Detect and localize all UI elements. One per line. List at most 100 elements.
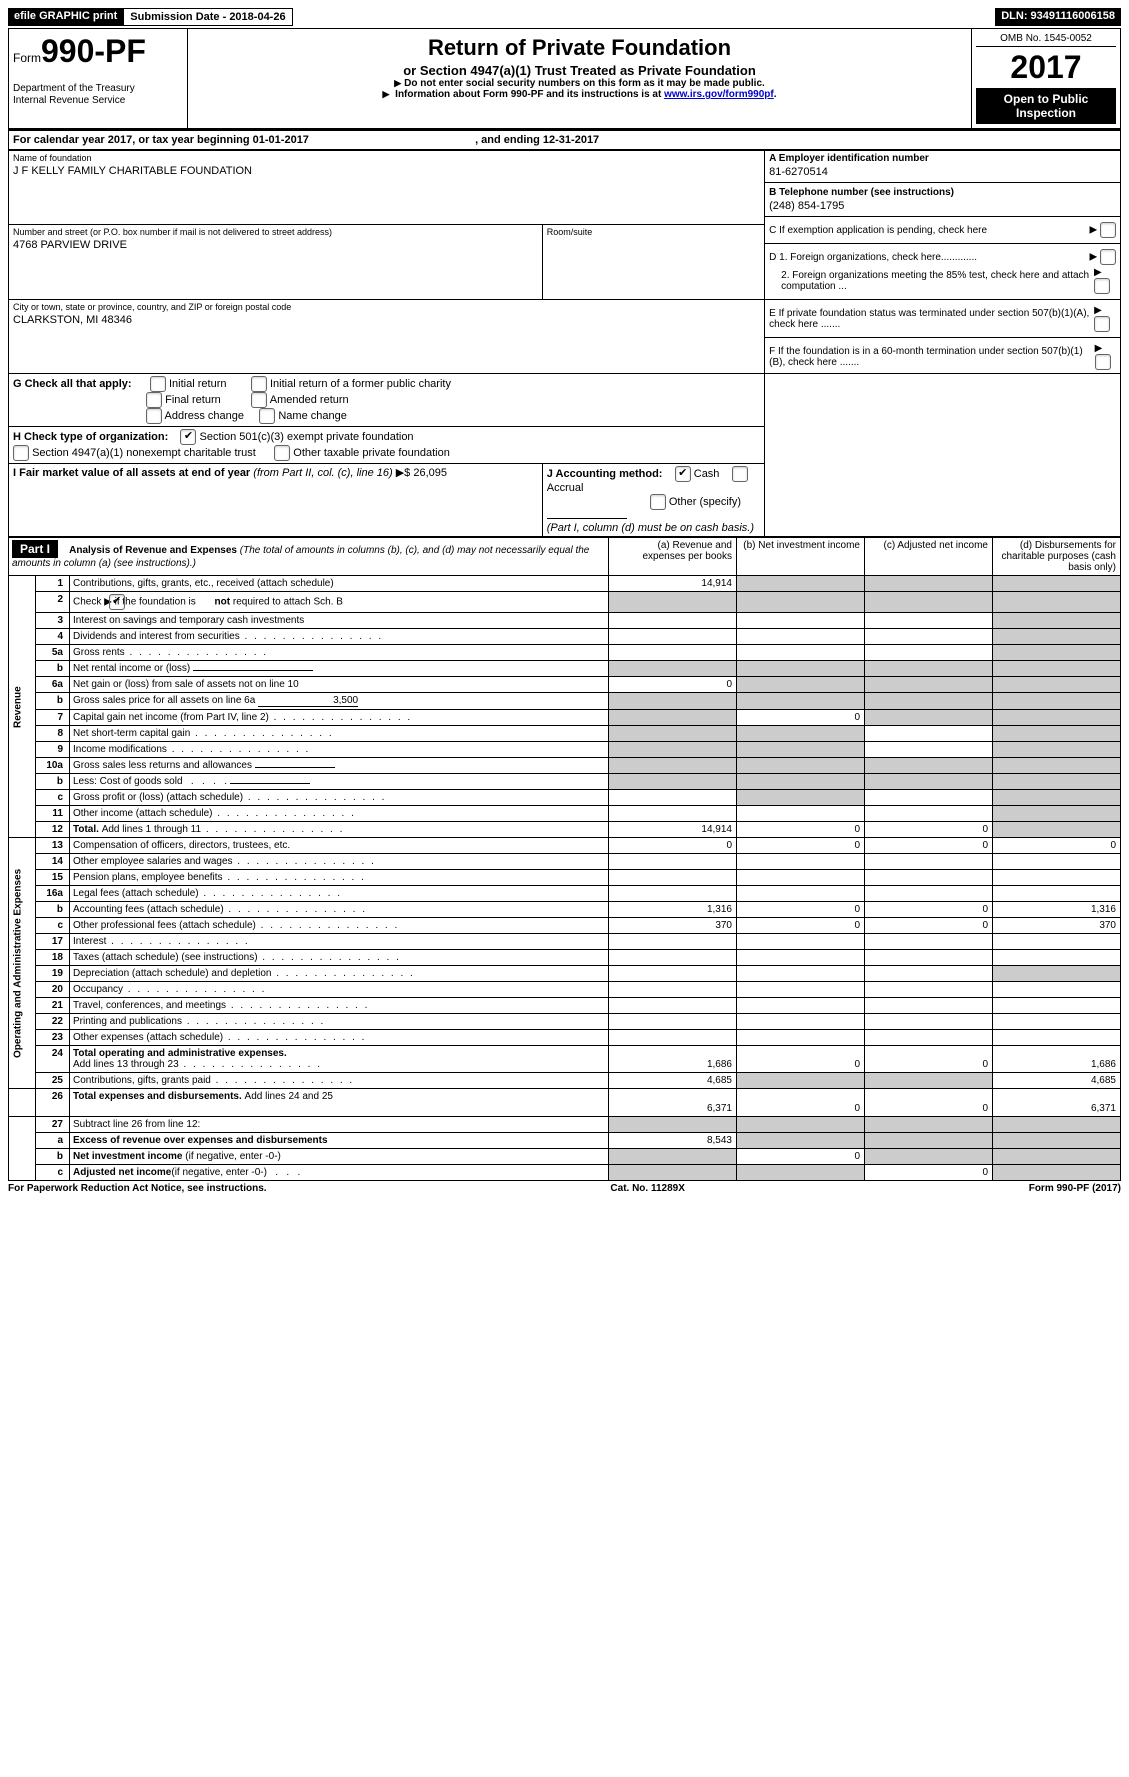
g-initial-former: Initial return of a former public charit… [270,378,451,390]
room-label: Room/suite [547,227,760,237]
lineno: c [36,790,70,806]
table-row: aExcess of revenue over expenses and dis… [9,1133,1121,1149]
lineno: 21 [36,998,70,1014]
table-row: bLess: Cost of goods sold . . . . [9,774,1121,790]
lineno: b [36,1149,70,1165]
amt-a: 1,316 [609,902,737,918]
part1-title: Analysis of Revenue and Expenses [69,545,237,556]
schB-checkbox[interactable] [109,594,125,610]
amt-a: 6,371 [609,1089,737,1117]
e-checkbox[interactable] [1094,316,1110,332]
g-address-checkbox[interactable] [146,408,162,424]
lineno: 2 [36,592,70,613]
g-name-checkbox[interactable] [259,408,275,424]
lineno: 11 [36,806,70,822]
lineno: b [36,902,70,918]
calyear-mid: , and ending [475,134,543,146]
j-note: (Part I, column (d) must be on cash basi… [547,522,754,534]
line-desc: Other income (attach schedule) [70,806,609,822]
j-cash-checkbox[interactable] [675,466,691,482]
h-4947-checkbox[interactable] [13,445,29,461]
lineno: 7 [36,710,70,726]
instructions-link[interactable]: www.irs.gov/form990pf [664,89,774,100]
d2-checkbox[interactable] [1094,278,1110,294]
amt-a: 1,686 [609,1046,737,1073]
table-row: 10aGross sales less returns and allowanc… [9,758,1121,774]
amt-d: 0 [993,838,1121,854]
amt-d: 1,686 [993,1046,1121,1073]
amt-a: 4,685 [609,1073,737,1089]
j-cash: Cash [694,468,720,480]
table-row: 12Total. Add lines 1 through 1114,91400 [9,822,1121,838]
lineno: b [36,661,70,677]
table-row: 7Capital gain net income (from Part IV, … [9,710,1121,726]
h-501c3-checkbox[interactable] [180,429,196,445]
table-row: 18Taxes (attach schedule) (see instructi… [9,950,1121,966]
g-label: G Check all that apply: [13,378,132,390]
table-row: Operating and Administrative Expenses 13… [9,838,1121,854]
lineno: b [36,774,70,790]
lineno: 15 [36,870,70,886]
part1-table: Part I Analysis of Revenue and Expenses … [8,537,1121,1181]
r2-bold: not [215,597,231,608]
form-title: Return of Private Foundation [192,35,967,61]
g-initial-checkbox[interactable] [150,376,166,392]
j-accrual-checkbox[interactable] [732,466,748,482]
lineno: b [36,693,70,710]
f-label: F If the foundation is in a 60-month ter… [769,346,1095,368]
table-row: bGross sales price for all assets on lin… [9,693,1121,710]
amt-a: 370 [609,918,737,934]
lineno: 3 [36,613,70,629]
line-desc: Net rental income or (loss) [70,661,609,677]
g-final: Final return [165,394,221,406]
amt-a: 0 [609,677,737,693]
table-row: 17Interest [9,934,1121,950]
col-b-header: (b) Net investment income [737,538,865,576]
addr-value: 4768 PARVIEW DRIVE [13,237,538,251]
ein-value: 81-6270514 [769,164,1116,178]
table-row: 14Other employee salaries and wages [9,854,1121,870]
table-row: cGross profit or (loss) (attach schedule… [9,790,1121,806]
d1-checkbox[interactable] [1100,249,1116,265]
form-number-cell: Form990-PF Department of the Treasury In… [9,29,188,129]
h-other-checkbox[interactable] [274,445,290,461]
omb-number: OMB No. 1545-0052 [976,33,1116,47]
amt-c: 0 [865,902,993,918]
h-501c3: Section 501(c)(3) exempt private foundat… [200,431,414,443]
amt-b: 0 [737,710,865,726]
amt-a: 8,543 [609,1133,737,1149]
f-checkbox[interactable] [1095,354,1111,370]
dln-label: DLN: 93491116006158 [995,8,1121,26]
line-desc: Occupancy [70,982,609,998]
g-address: Address change [165,410,245,422]
g-amended-checkbox[interactable] [251,392,267,408]
amt-b: 0 [737,918,865,934]
line-desc: Total expenses and disbursements. Add li… [70,1089,609,1117]
city-label: City or town, state or province, country… [13,302,760,312]
j-other-checkbox[interactable] [650,494,666,510]
h-label: H Check type of organization: [13,431,168,443]
line-desc: Contributions, gifts, grants paid [70,1073,609,1089]
c-label: C If exemption application is pending, c… [769,225,987,236]
header-title-cell: Return of Private Foundation or Section … [188,29,972,129]
table-row: 20Occupancy [9,982,1121,998]
line-desc: Other expenses (attach schedule) [70,1030,609,1046]
g-initial-former-checkbox[interactable] [251,376,267,392]
year-cell: OMB No. 1545-0052 2017 Open to Public In… [972,29,1121,129]
line-desc: Gross profit or (loss) (attach schedule) [70,790,609,806]
c-checkbox[interactable] [1100,222,1116,238]
line-desc: Net short-term capital gain [70,726,609,742]
table-row: cOther professional fees (attach schedul… [9,918,1121,934]
footer-left: For Paperwork Reduction Act Notice, see … [8,1183,267,1194]
calyear-end: 12-31-2017 [543,134,599,146]
line-desc: Total. Add lines 1 through 11 [70,822,609,838]
lineno: 14 [36,854,70,870]
lineno: 8 [36,726,70,742]
table-row: 16aLegal fees (attach schedule) [9,886,1121,902]
g-final-checkbox[interactable] [146,392,162,408]
line-desc: Contributions, gifts, grants, etc., rece… [70,576,609,592]
lineno: 27 [36,1117,70,1133]
amt-b: 0 [737,1046,865,1073]
amt-d: 4,685 [993,1073,1121,1089]
line-desc: Income modifications [70,742,609,758]
